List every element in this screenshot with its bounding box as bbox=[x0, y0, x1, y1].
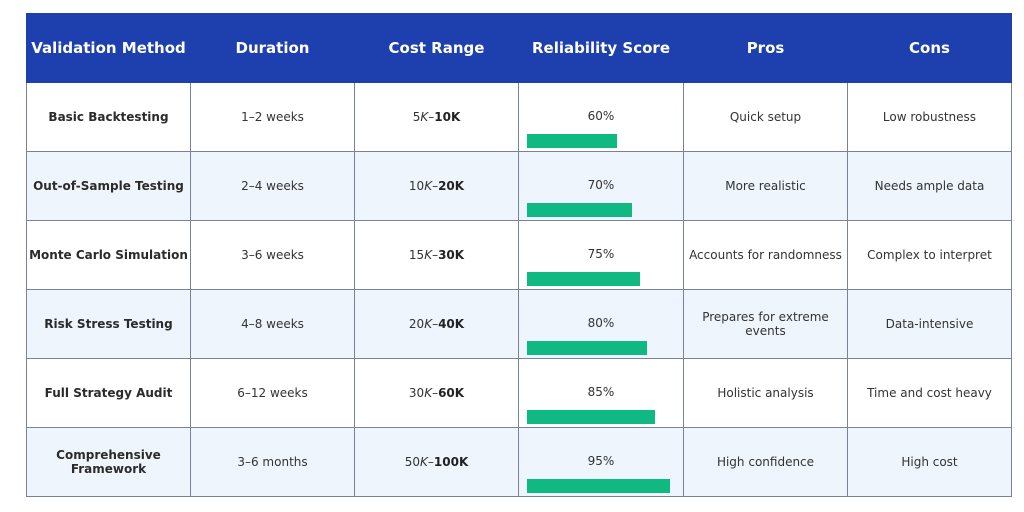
cost-low: 5 bbox=[412, 110, 421, 124]
cost-separator: – bbox=[432, 317, 439, 331]
header-cons: Cons bbox=[847, 13, 1012, 83]
cost-high: 60K bbox=[438, 386, 464, 400]
cost-unit-low: K bbox=[424, 179, 433, 193]
header-validation-method: Validation Method bbox=[26, 13, 191, 83]
reliability-value: 85% bbox=[587, 385, 615, 399]
cost-low: 15 bbox=[408, 248, 425, 262]
cost-unit-low: K bbox=[424, 248, 433, 262]
cost-low: 20 bbox=[408, 317, 425, 331]
duration-cell: 6–12 weeks bbox=[190, 358, 355, 428]
pros-cell: Accounts for randomness bbox=[683, 220, 848, 290]
header-row: Validation Method Duration Cost Range Re… bbox=[26, 13, 1012, 83]
pros-cell: Holistic analysis bbox=[683, 358, 848, 428]
cons-cell: Needs ample data bbox=[847, 151, 1012, 221]
header-cost-range: Cost Range bbox=[354, 13, 519, 83]
reliability-value: 75% bbox=[587, 247, 615, 261]
table-row: Comprehensive Framework 3–6 months 50K–1… bbox=[26, 427, 1012, 497]
cost-high: 20K bbox=[438, 179, 464, 193]
cost-high: 30K bbox=[438, 248, 464, 262]
duration-cell: 3–6 weeks bbox=[190, 220, 355, 290]
reliability-bar bbox=[527, 341, 647, 355]
reliability-cell: 95% bbox=[518, 427, 684, 497]
reliability-cell: 80% bbox=[518, 289, 684, 359]
reliability-cell: 85% bbox=[518, 358, 684, 428]
cost-unit-high: K bbox=[458, 455, 469, 469]
cost-high: 100K bbox=[434, 455, 468, 469]
cost-unit-high: K bbox=[450, 110, 461, 124]
cost-low: 50 bbox=[404, 455, 421, 469]
reliability-cell: 70% bbox=[518, 151, 684, 221]
cost-high-value: 10 bbox=[434, 110, 451, 124]
table-row: Monte Carlo Simulation 3–6 weeks 15K–30K… bbox=[26, 220, 1012, 290]
cost-unit-high: K bbox=[454, 386, 465, 400]
cost-high: 10K bbox=[434, 110, 460, 124]
reliability-bar bbox=[527, 272, 640, 286]
cons-cell: High cost bbox=[847, 427, 1012, 497]
cost-unit-low: K bbox=[420, 110, 429, 124]
cost-high-value: 20 bbox=[438, 179, 455, 193]
table-row: Out-of-Sample Testing 2–4 weeks 10K–20K … bbox=[26, 151, 1012, 221]
pros-cell: More realistic bbox=[683, 151, 848, 221]
duration-cell: 4–8 weeks bbox=[190, 289, 355, 359]
duration-cell: 2–4 weeks bbox=[190, 151, 355, 221]
cost-range-cell: 5K–10K bbox=[354, 82, 519, 152]
cost-unit-high: K bbox=[454, 179, 465, 193]
cost-separator: – bbox=[432, 248, 439, 262]
duration-cell: 1–2 weeks bbox=[190, 82, 355, 152]
cost-high-value: 40 bbox=[438, 317, 455, 331]
cost-range-cell: 10K–20K bbox=[354, 151, 519, 221]
cost-range-cell: 30K–60K bbox=[354, 358, 519, 428]
header-duration: Duration bbox=[190, 13, 355, 83]
header-pros: Pros bbox=[683, 13, 848, 83]
method-cell: Out-of-Sample Testing bbox=[26, 151, 191, 221]
method-cell: Risk Stress Testing bbox=[26, 289, 191, 359]
cost-separator: – bbox=[428, 110, 435, 124]
duration-cell: 3–6 months bbox=[190, 427, 355, 497]
cost-low: 10 bbox=[408, 179, 425, 193]
table-row: Basic Backtesting 1–2 weeks 5K–10K 60% Q… bbox=[26, 82, 1012, 152]
pros-cell: Quick setup bbox=[683, 82, 848, 152]
cost-unit-low: K bbox=[424, 317, 433, 331]
reliability-bar bbox=[527, 479, 670, 493]
cost-unit-low: K bbox=[420, 455, 428, 469]
header-reliability-score: Reliability Score bbox=[518, 13, 684, 83]
cost-range-cell: 15K–30K bbox=[354, 220, 519, 290]
cons-cell: Low robustness bbox=[847, 82, 1012, 152]
method-cell: Monte Carlo Simulation bbox=[26, 220, 191, 290]
reliability-cell: 75% bbox=[518, 220, 684, 290]
cost-separator: – bbox=[432, 179, 439, 193]
cost-separator: – bbox=[432, 386, 439, 400]
reliability-bar bbox=[527, 410, 655, 424]
pros-cell: Prepares for extreme events bbox=[683, 289, 848, 359]
cons-cell: Complex to interpret bbox=[847, 220, 1012, 290]
reliability-cell: 60% bbox=[518, 82, 684, 152]
table-row: Full Strategy Audit 6–12 weeks 30K–60K 8… bbox=[26, 358, 1012, 428]
cost-unit-low: K bbox=[424, 386, 433, 400]
reliability-value: 60% bbox=[587, 109, 615, 123]
method-cell: Full Strategy Audit bbox=[26, 358, 191, 428]
reliability-value: 80% bbox=[587, 316, 615, 330]
cost-high-value: 30 bbox=[438, 248, 455, 262]
cost-unit-high: K bbox=[454, 248, 465, 262]
cons-cell: Time and cost heavy bbox=[847, 358, 1012, 428]
reliability-bar bbox=[527, 203, 632, 217]
cost-separator: – bbox=[427, 455, 434, 469]
method-cell: Comprehensive Framework bbox=[26, 427, 191, 497]
cost-range-cell: 20K–40K bbox=[354, 289, 519, 359]
cost-unit-high: K bbox=[454, 317, 465, 331]
cost-low: 30 bbox=[408, 386, 425, 400]
pros-cell: High confidence bbox=[683, 427, 848, 497]
reliability-value: 70% bbox=[587, 178, 615, 192]
cost-range-cell: 50K–100K bbox=[354, 427, 519, 497]
reliability-value: 95% bbox=[587, 454, 615, 468]
method-cell: Basic Backtesting bbox=[26, 82, 191, 152]
cost-high: 40K bbox=[438, 317, 464, 331]
reliability-bar bbox=[527, 134, 617, 148]
table-row: Risk Stress Testing 4–8 weeks 20K–40K 80… bbox=[26, 289, 1012, 359]
cost-high-value: 60 bbox=[438, 386, 455, 400]
cons-cell: Data-intensive bbox=[847, 289, 1012, 359]
validation-methods-table: Validation Method Duration Cost Range Re… bbox=[26, 13, 1012, 497]
cost-high-value: 100 bbox=[433, 455, 459, 469]
